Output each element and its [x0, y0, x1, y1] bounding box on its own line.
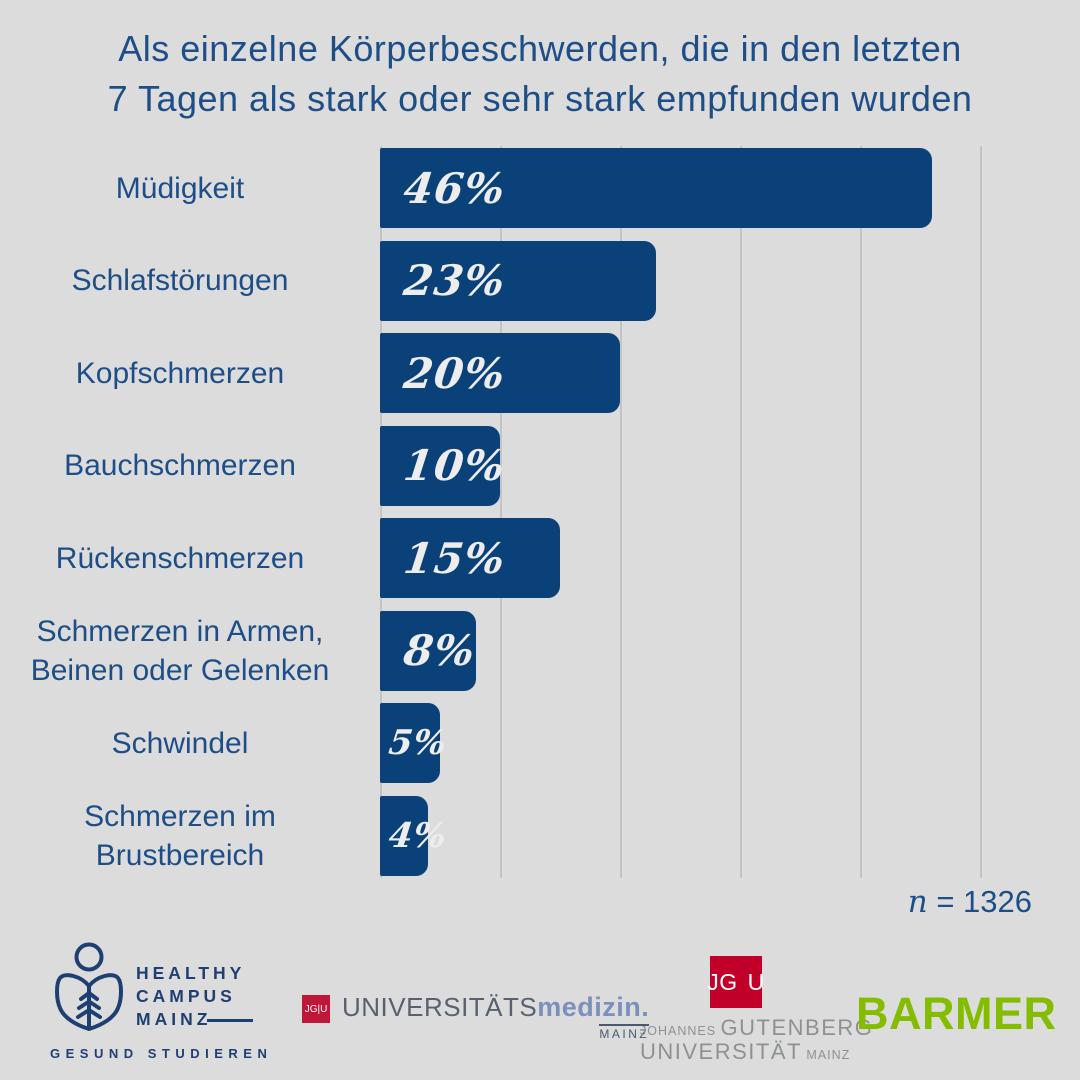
- sample-size-symbol: n: [907, 884, 928, 920]
- bar-value-label: 15%: [400, 533, 509, 583]
- category-label: Schlafstörungen: [71, 264, 289, 297]
- category-label: Kopfschmerzen: [75, 356, 285, 390]
- bar-area: 4%: [380, 795, 980, 876]
- bar-value-label: 46%: [400, 163, 509, 213]
- chart-row: Bauchschmerzen 10%: [0, 425, 1080, 506]
- jgu-badge: JG U: [707, 956, 765, 1008]
- um-city: MAINZ: [599, 1024, 650, 1041]
- sample-size-value: = 1326: [936, 884, 1032, 919]
- bar-area: 5%: [380, 703, 980, 783]
- category-label: Schmerzen in Armen, Beinen oder Gelenken: [30, 614, 330, 687]
- um-wordmark: UNIVERSITÄTSmedizin. MAINZ: [342, 992, 650, 1043]
- jgu-badge-jg: JG: [707, 968, 738, 995]
- bar: 8%: [380, 610, 479, 691]
- bar-value-label: 20%: [400, 348, 509, 398]
- bar-area: 20%: [380, 333, 980, 413]
- gridline: [380, 146, 382, 878]
- bar: 46%: [380, 148, 932, 228]
- hcm-dash: [207, 1019, 254, 1022]
- jgu-universitaet: UNIVERSITÄT: [640, 1039, 802, 1064]
- hcm-name-line3: MAINZ: [136, 1008, 254, 1031]
- chart-row: Schmerzen in Armen, Beinen oder Gelenken …: [0, 610, 1080, 691]
- gridline: [860, 146, 862, 878]
- barmer-logo: BARMER: [856, 988, 1057, 1039]
- jgu-gutenberg: GUTENBERG: [720, 1015, 874, 1040]
- bar-value-label: 10%: [400, 441, 509, 490]
- bar: 15%: [380, 518, 560, 598]
- um-name-bold: medizin.: [537, 992, 650, 1022]
- jgu-logo: JG U JOHANNES GUTENBERG UNIVERSITÄT MAINZ: [640, 956, 872, 1065]
- gridline: [740, 146, 742, 878]
- category-label: Rückenschmerzen: [55, 541, 305, 575]
- jgu-johannes: JOHANNES: [640, 1024, 717, 1038]
- bar-area: 10%: [380, 425, 980, 506]
- jgu-mainz: MAINZ: [806, 1048, 851, 1062]
- um-name-caps: UNIVERSITÄTS: [342, 992, 538, 1022]
- chart-title: Als einzelne Körperbeschwerden, die in d…: [0, 24, 1080, 124]
- bar: 20%: [380, 333, 620, 413]
- category-label: Schmerzen im Brustbereich: [84, 799, 276, 872]
- chart-title-line2: 7 Tagen als stark oder sehr stark empfun…: [107, 78, 973, 119]
- um-name: UNIVERSITÄTSmedizin.: [342, 992, 649, 1023]
- bar-area: 15%: [380, 518, 980, 598]
- bar-value-label: 4%: [386, 815, 450, 856]
- chart-row: Schlafstörungen 23%: [0, 240, 1080, 321]
- bar-value-label: 23%: [400, 256, 509, 305]
- chart-row: Müdigkeit 46%: [0, 148, 1080, 228]
- gridline: [500, 146, 502, 878]
- chart-row: Kopfschmerzen 20%: [0, 333, 1080, 413]
- jgu-name-line2: UNIVERSITÄT MAINZ: [640, 1039, 849, 1065]
- sample-size-note: n = 1326: [908, 884, 1032, 920]
- jgu-badge-u: U: [747, 968, 765, 995]
- footer-logos: HEALTHY CAMPUS MAINZ GESUND STUDIEREN JG…: [0, 930, 1080, 1080]
- chart-title-line1: Als einzelne Körperbeschwerden, die in d…: [118, 28, 962, 69]
- bar-area: 23%: [380, 240, 980, 321]
- gridline: [980, 146, 982, 878]
- category-label: Schwindel: [111, 726, 249, 760]
- hcm-name-line1: HEALTHY: [136, 963, 246, 983]
- bar-area: 46%: [380, 148, 980, 228]
- bar: 23%: [380, 240, 656, 321]
- chart-row: Schwindel 5%: [0, 703, 1080, 783]
- healthy-campus-person-book-icon: [55, 942, 123, 1031]
- universitaetsmedizin-logo: JG|U UNIVERSITÄTSmedizin. MAINZ: [302, 992, 650, 1043]
- bar-value-label: 8%: [400, 626, 479, 675]
- chart-row: Rückenschmerzen 15%: [0, 518, 1080, 598]
- chart-row: Schmerzen im Brustbereich 4%: [0, 795, 1080, 876]
- um-jgu-badge: JG|U: [302, 995, 330, 1023]
- hcm-tagline: GESUND STUDIEREN: [50, 1046, 273, 1061]
- jgu-name-line1: JOHANNES GUTENBERG: [640, 1015, 872, 1041]
- gridlines: [380, 146, 982, 878]
- bar: 4%: [380, 795, 449, 876]
- hcm-name-line2: CAMPUS: [136, 986, 236, 1006]
- bar: 10%: [380, 425, 508, 506]
- hcm-wordmark: HEALTHY CAMPUS MAINZ: [136, 962, 254, 1031]
- bar: 5%: [380, 703, 449, 783]
- bar-value-label: 5%: [386, 723, 450, 763]
- bar-area: 8%: [380, 610, 980, 691]
- gridline: [620, 146, 622, 878]
- category-label: Müdigkeit: [115, 171, 245, 205]
- category-label: Bauchschmerzen: [64, 449, 296, 482]
- chart-rows: Müdigkeit 46% Schlafstörungen 23% Kopfsc…: [0, 148, 1080, 888]
